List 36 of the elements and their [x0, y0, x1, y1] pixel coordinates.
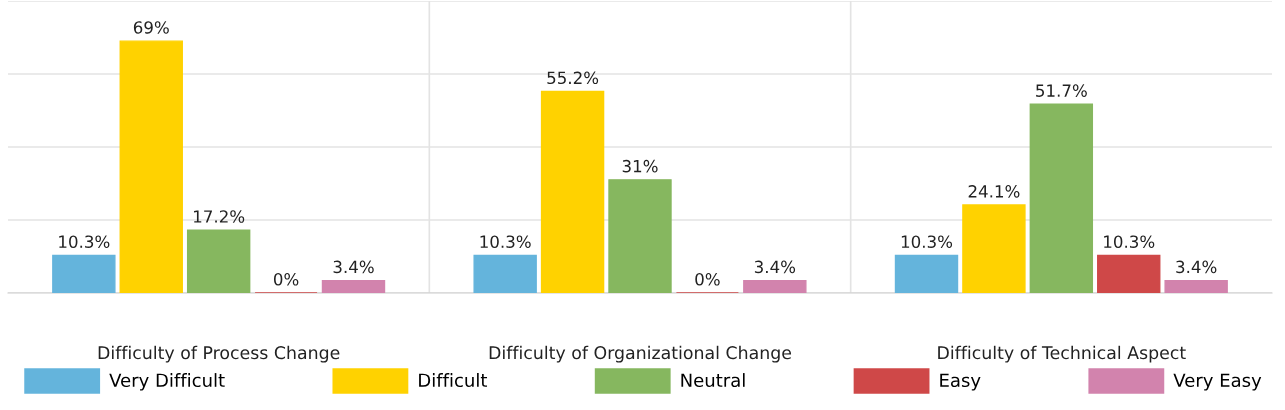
data-label: 17.2% [194, 210, 245, 223]
bar [52, 254, 116, 293]
legend-label: Very Easy [1173, 373, 1262, 391]
bar [743, 279, 807, 293]
legend-label: Neutral [681, 373, 745, 388]
data-label: 10.3% [480, 235, 531, 249]
data-label: 51.7% [1036, 84, 1087, 97]
bar [1164, 279, 1228, 293]
x-tick-label: Difficulty of Organizational Change [489, 345, 792, 363]
bar [119, 40, 183, 293]
data-label: 10.3% [1104, 235, 1155, 249]
data-label: 24.1% [968, 185, 1020, 198]
legend-label: Easy [940, 373, 981, 391]
data-label: 3.4% [1176, 260, 1217, 274]
bar [473, 254, 537, 293]
bar [894, 254, 959, 293]
bar [186, 229, 251, 293]
bar [608, 179, 672, 293]
bar [540, 90, 605, 293]
bar [1097, 254, 1161, 293]
data-label: 55.2% [547, 71, 599, 85]
legend-label: Difficult [419, 373, 488, 388]
data-label: 0% [273, 273, 299, 286]
x-tick-label: Difficulty of Process Change [98, 345, 340, 363]
bar [962, 204, 1026, 293]
data-label: 31% [622, 159, 658, 173]
legend-label: Very Difficult [109, 373, 225, 391]
bar [321, 279, 386, 293]
data-label: 10.3% [59, 235, 110, 249]
data-label: 3.4% [754, 260, 796, 274]
data-label: 69% [133, 21, 169, 34]
data-label: 0% [695, 273, 720, 286]
bar [1029, 103, 1094, 293]
data-label: 3.4% [333, 260, 374, 274]
x-tick-label: Difficulty of Technical Aspect [938, 345, 1186, 363]
data-label: 10.3% [901, 235, 953, 249]
